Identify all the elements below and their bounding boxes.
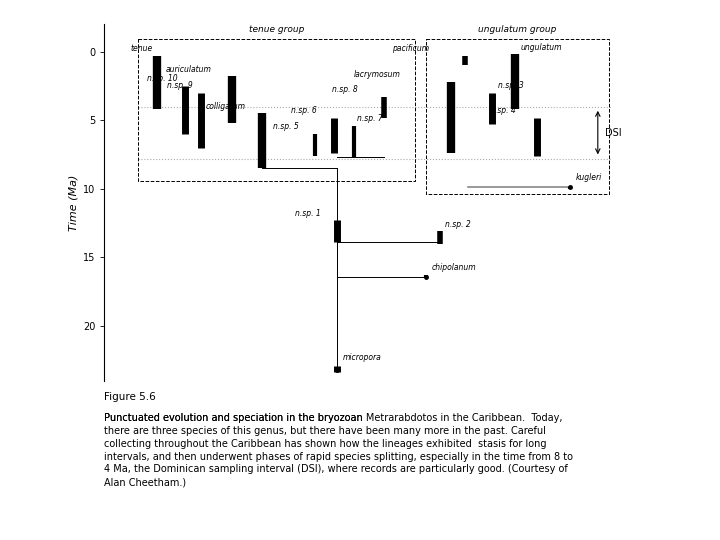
- Text: Figure 5.6: Figure 5.6: [104, 392, 156, 402]
- Text: DSI: DSI: [605, 127, 621, 138]
- Text: lacrymosum: lacrymosum: [354, 70, 401, 79]
- Text: n.sp. 2: n.sp. 2: [446, 220, 471, 228]
- Text: n.sp. 10: n.sp. 10: [147, 74, 178, 83]
- Text: n.sp. 9: n.sp. 9: [167, 81, 193, 90]
- Text: n.sp. 8: n.sp. 8: [333, 85, 358, 94]
- Text: n.sp. 3: n.sp. 3: [498, 81, 523, 90]
- Text: n.sp. 5: n.sp. 5: [273, 122, 299, 131]
- Text: pacificum: pacificum: [392, 44, 428, 53]
- Text: colligatum: colligatum: [206, 102, 246, 111]
- Text: auriculatum: auriculatum: [166, 65, 211, 73]
- Text: chipolanum: chipolanum: [431, 264, 476, 272]
- Text: kugleri: kugleri: [576, 173, 602, 182]
- Bar: [426, 39, 609, 194]
- Text: n.sp. 6: n.sp. 6: [291, 106, 317, 115]
- Text: ungulatum: ungulatum: [521, 43, 562, 52]
- Text: ungulatum group: ungulatum group: [478, 25, 557, 34]
- Text: Punctuated evolution and speciation in the bryozoan: Punctuated evolution and speciation in t…: [104, 413, 366, 423]
- Text: n.sp. 4: n.sp. 4: [490, 106, 516, 115]
- Text: micropora: micropora: [343, 353, 382, 361]
- Text: n.sp. 7: n.sp. 7: [356, 114, 382, 123]
- Text: tenue: tenue: [130, 44, 153, 53]
- Text: n.sp. 1: n.sp. 1: [295, 208, 320, 218]
- Bar: [138, 39, 415, 180]
- Text: tenue group: tenue group: [248, 25, 304, 34]
- Text: Punctuated evolution and speciation in the bryozoan Metrarabdotos in the Caribbe: Punctuated evolution and speciation in t…: [104, 413, 573, 487]
- Y-axis label: Time (Ma): Time (Ma): [69, 174, 78, 231]
